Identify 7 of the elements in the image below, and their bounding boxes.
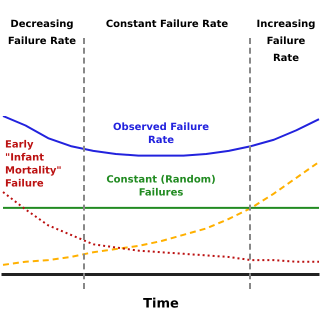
x-axis-title: Time xyxy=(143,296,180,312)
text: Decreasing Failure Rate xyxy=(6,18,78,49)
text: Constant Failure Rate xyxy=(104,18,230,32)
text: Increasing Failure Rate xyxy=(256,18,316,66)
series-label: Constant (Random) Failures xyxy=(106,174,216,198)
series-label: Observed Failure Rate xyxy=(113,122,210,146)
series-label: Early "Infant Mortality" Failure xyxy=(5,140,62,190)
